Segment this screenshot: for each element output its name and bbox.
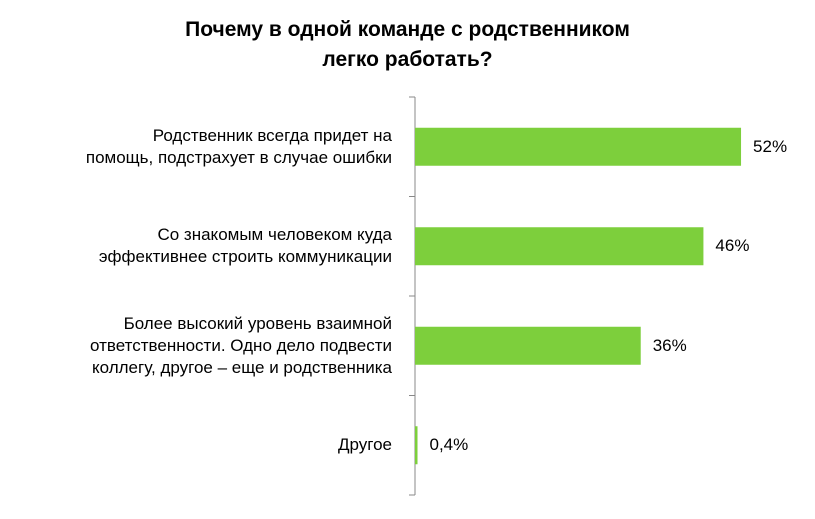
bar [415, 227, 704, 266]
value-label: 46% [715, 236, 750, 256]
bar [415, 127, 742, 166]
chart-title: Почему в одной команде с родственником л… [185, 18, 630, 71]
value-label: 52% [753, 136, 788, 156]
bar [415, 326, 641, 365]
category-label: Более высокий уровень взаимной ответстве… [90, 313, 392, 377]
value-label: 0,4% [429, 435, 469, 455]
bar [415, 426, 418, 465]
category-label: Другое [337, 435, 392, 455]
value-label: 36% [652, 335, 687, 355]
category-label: Со знакомым человеком куда эффективнее с… [98, 225, 392, 267]
category-label: Родственник всегда придет на помощь, под… [85, 125, 392, 167]
